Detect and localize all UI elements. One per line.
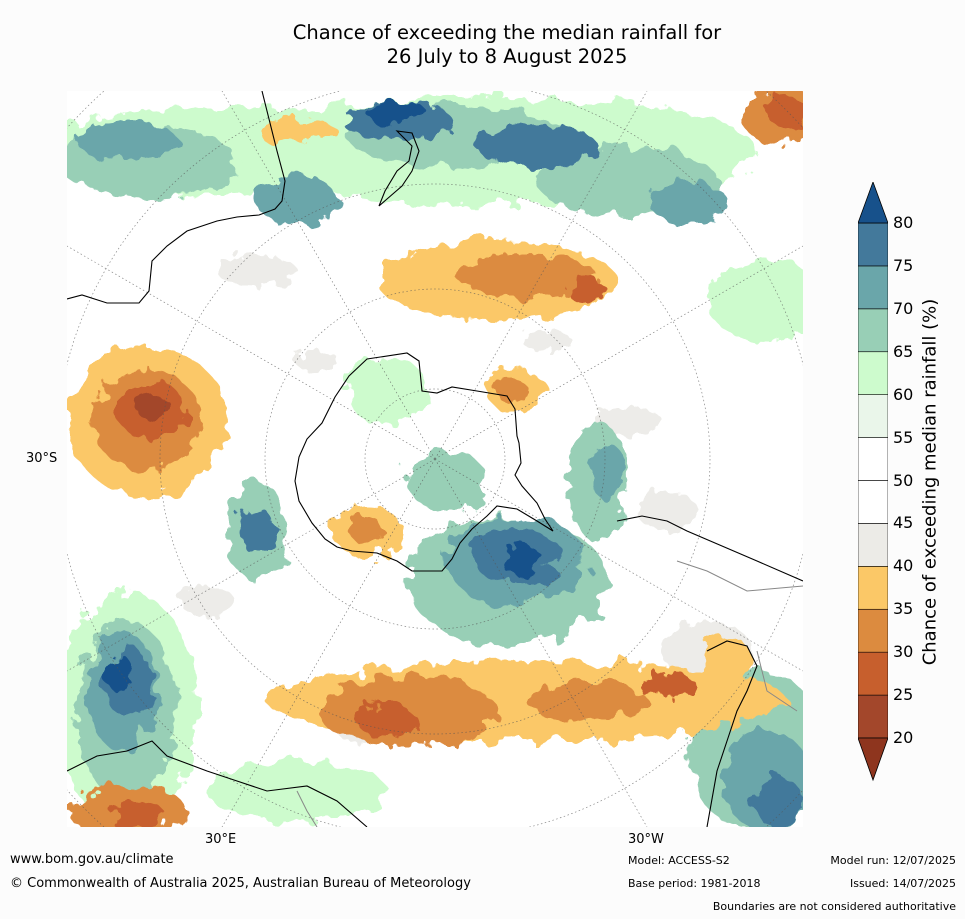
colorbar-tick-label: 55 bbox=[893, 427, 914, 447]
australia-coast bbox=[67, 91, 286, 304]
dry-anomaly-layer bbox=[67, 91, 803, 827]
colorbar-band bbox=[858, 651, 888, 696]
colorbar-band bbox=[858, 480, 888, 524]
base-period-text: Base period: 1981-2018 bbox=[628, 877, 761, 890]
colorbar-tick-label: 80 bbox=[893, 213, 914, 232]
colorbar-over-arrow bbox=[858, 182, 888, 224]
title-line-2: 26 July to 8 August 2025 bbox=[386, 45, 628, 68]
colorbar-band bbox=[858, 437, 888, 481]
coastlines bbox=[67, 91, 803, 827]
colorbar-tick-label: 25 bbox=[893, 685, 914, 705]
colorbar-tick-label: 75 bbox=[893, 255, 914, 275]
colorbar-tick-label: 20 bbox=[893, 728, 914, 747]
africa-coast bbox=[67, 740, 368, 827]
website-text: www.bom.gov.au/climate bbox=[10, 852, 174, 867]
wet-anomaly-layer bbox=[67, 96, 803, 827]
new-zealand-coast bbox=[378, 130, 420, 207]
colorbar-band bbox=[858, 394, 888, 438]
colorbar-band bbox=[858, 694, 888, 739]
colorbar-under-arrow bbox=[858, 737, 888, 782]
colorbar-tick-label: 30 bbox=[893, 642, 914, 662]
colorbar-band bbox=[858, 608, 888, 653]
colorbar-band bbox=[858, 351, 888, 395]
colorbar-tick-label: 45 bbox=[893, 513, 914, 533]
antarctica-coast bbox=[294, 352, 554, 572]
issued-text: Issued: 14/07/2025 bbox=[849, 877, 956, 890]
colorbar-tick-label: 40 bbox=[893, 556, 914, 576]
colorbar-tick-label: 35 bbox=[893, 599, 914, 619]
copyright-text: © Commonwealth of Australia 2025, Austra… bbox=[10, 876, 471, 891]
south-america-coast bbox=[616, 515, 803, 582]
colorbar-band bbox=[858, 265, 888, 310]
colorbar-band bbox=[858, 566, 888, 610]
colorbar bbox=[858, 182, 888, 782]
colorbar-tick-label: 60 bbox=[893, 384, 914, 404]
disclaimer-text: Boundaries are not considered authoritat… bbox=[712, 900, 956, 913]
colorbar-band bbox=[858, 523, 888, 567]
longitude-label-30e: 30°E bbox=[205, 832, 237, 847]
map-title: Chance of exceeding the median rainfall … bbox=[0, 21, 965, 69]
longitude-label-30w: 30°W bbox=[628, 832, 664, 847]
title-line-1: Chance of exceeding the median rainfall … bbox=[292, 21, 722, 44]
country-borders bbox=[296, 560, 803, 827]
colorbar-tick-label: 65 bbox=[893, 341, 914, 361]
latitude-label-30s: 30°S bbox=[26, 451, 58, 466]
graticule bbox=[67, 91, 803, 827]
model-text: Model: ACCESS-S2 bbox=[628, 854, 730, 867]
colorbar-tick-label: 70 bbox=[893, 298, 914, 318]
africa-east-coast bbox=[706, 640, 758, 827]
south-polar-rainfall-map bbox=[67, 91, 803, 827]
model-run-text: Model run: 12/07/2025 bbox=[830, 854, 956, 867]
colorbar-band bbox=[858, 222, 888, 267]
colorbar-band bbox=[858, 308, 888, 353]
colorbar-tick-label: 50 bbox=[893, 470, 914, 490]
